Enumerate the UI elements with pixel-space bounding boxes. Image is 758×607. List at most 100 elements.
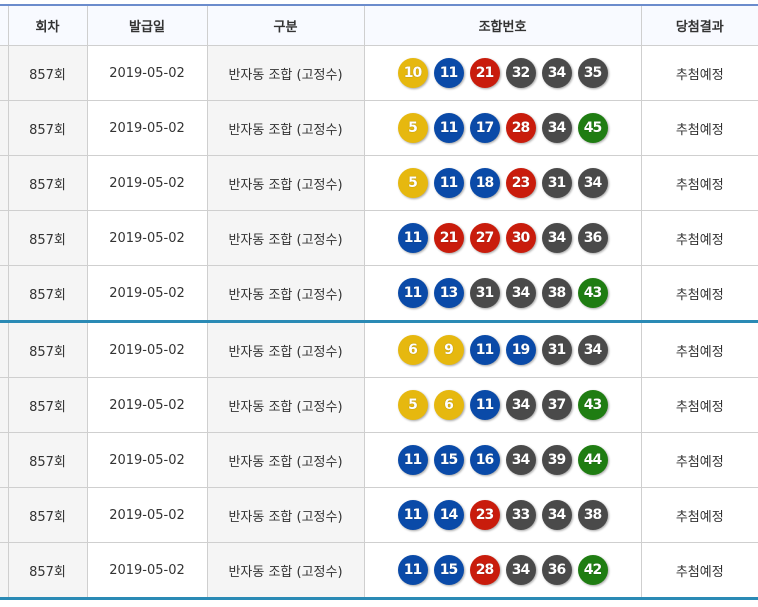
date-cell: 2019-05-02 bbox=[86, 100, 208, 156]
lotto-ball: 15 bbox=[433, 445, 464, 475]
header-numbers: 조합번호 bbox=[363, 4, 642, 46]
lotto-ball: 36 bbox=[541, 555, 572, 585]
ball-set: 6 9 11 19 31 34 bbox=[365, 335, 641, 365]
numbers-cell: 6 9 11 19 31 34 bbox=[363, 320, 642, 378]
lotto-ball: 23 bbox=[469, 500, 500, 530]
result-cell: 추첨예정 bbox=[640, 265, 758, 322]
type-cell: 반자동 조합 (고정수) bbox=[206, 210, 365, 266]
type-cell: 반자동 조합 (고정수) bbox=[206, 487, 365, 543]
table-row: 857회 2019-05-02 반자동 조합 (고정수) 5 6 11 34 37 43 … bbox=[0, 377, 758, 433]
table-row: 857회 2019-05-02 반자동 조합 (고정수) 11 15 16 34 39 4… bbox=[0, 432, 758, 488]
lotto-ball: 44 bbox=[577, 445, 608, 475]
row-stub bbox=[0, 487, 9, 543]
lotto-ball: 21 bbox=[469, 58, 500, 88]
lotto-ball: 10 bbox=[397, 58, 428, 88]
numbers-cell: 11 15 16 34 39 44 bbox=[363, 432, 642, 488]
ball-set: 5 11 18 23 31 34 bbox=[365, 168, 641, 198]
lotto-ball: 11 bbox=[397, 555, 428, 585]
numbers-cell: 11 21 27 30 34 36 bbox=[363, 210, 642, 266]
row-stub bbox=[0, 265, 9, 322]
round-cell: 857회 bbox=[7, 210, 88, 266]
lotto-ball: 34 bbox=[505, 445, 536, 475]
lotto-ball: 34 bbox=[505, 555, 536, 585]
header-date: 발급일 bbox=[86, 4, 208, 46]
lotto-ball: 45 bbox=[577, 113, 608, 143]
type-cell: 반자동 조합 (고정수) bbox=[206, 265, 365, 322]
ball-set: 11 15 16 34 39 44 bbox=[365, 445, 641, 475]
lotto-ball: 34 bbox=[577, 168, 608, 198]
lotto-ball: 11 bbox=[397, 223, 428, 253]
result-cell: 추첨예정 bbox=[640, 542, 758, 600]
table-row: 857회 2019-05-02 반자동 조합 (고정수) 11 21 27 30 34 3… bbox=[0, 210, 758, 266]
type-cell: 반자동 조합 (고정수) bbox=[206, 100, 365, 156]
row-stub bbox=[0, 377, 9, 433]
numbers-cell: 11 13 31 34 38 43 bbox=[363, 265, 642, 322]
lotto-ball: 36 bbox=[577, 223, 608, 253]
row-stub bbox=[0, 432, 9, 488]
lotto-ball: 15 bbox=[433, 555, 464, 585]
lotto-ball: 39 bbox=[541, 445, 572, 475]
row-stub bbox=[0, 100, 9, 156]
lotto-ball: 34 bbox=[577, 335, 608, 365]
lotto-ball: 19 bbox=[505, 335, 536, 365]
lotto-ball: 11 bbox=[433, 113, 464, 143]
round-cell: 857회 bbox=[7, 320, 88, 378]
result-cell: 추첨예정 bbox=[640, 320, 758, 378]
lotto-ball: 14 bbox=[433, 500, 464, 530]
row-stub bbox=[0, 45, 9, 101]
ball-set: 5 6 11 34 37 43 bbox=[365, 390, 641, 420]
row-stub bbox=[0, 210, 9, 266]
header-result: 당첨결과 bbox=[640, 4, 758, 46]
lotto-ball: 43 bbox=[577, 390, 608, 420]
date-cell: 2019-05-02 bbox=[86, 487, 208, 543]
row-stub bbox=[0, 155, 9, 211]
lotto-ball: 43 bbox=[577, 278, 608, 308]
lotto-ball: 16 bbox=[469, 445, 500, 475]
lotto-ball: 5 bbox=[397, 390, 428, 420]
ball-set: 11 14 23 33 34 38 bbox=[365, 500, 641, 530]
type-cell: 반자동 조합 (고정수) bbox=[206, 542, 365, 600]
lotto-ball: 31 bbox=[541, 168, 572, 198]
lotto-ball: 21 bbox=[433, 223, 464, 253]
date-cell: 2019-05-02 bbox=[86, 432, 208, 488]
lotto-ball: 37 bbox=[541, 390, 572, 420]
numbers-cell: 5 11 18 23 31 34 bbox=[363, 155, 642, 211]
lotto-ball: 23 bbox=[505, 168, 536, 198]
header-type: 구분 bbox=[206, 4, 365, 46]
lotto-ball: 34 bbox=[541, 58, 572, 88]
lotto-ball: 5 bbox=[397, 113, 428, 143]
lotto-ball: 11 bbox=[469, 390, 500, 420]
type-cell: 반자동 조합 (고정수) bbox=[206, 320, 365, 378]
round-cell: 857회 bbox=[7, 265, 88, 322]
lotto-ball: 42 bbox=[577, 555, 608, 585]
lotto-ball: 30 bbox=[505, 223, 536, 253]
lotto-ball: 11 bbox=[397, 500, 428, 530]
lotto-ball: 27 bbox=[469, 223, 500, 253]
lotto-ball: 11 bbox=[397, 278, 428, 308]
lotto-ball: 28 bbox=[505, 113, 536, 143]
lotto-ball: 13 bbox=[433, 278, 464, 308]
table-row: 857회 2019-05-02 반자동 조합 (고정수) 11 14 23 33 34 3… bbox=[0, 487, 758, 543]
round-cell: 857회 bbox=[7, 432, 88, 488]
round-cell: 857회 bbox=[7, 100, 88, 156]
result-cell: 추첨예정 bbox=[640, 100, 758, 156]
lotto-ball: 18 bbox=[469, 168, 500, 198]
ball-set: 10 11 21 32 34 35 bbox=[365, 58, 641, 88]
lotto-ball: 38 bbox=[541, 278, 572, 308]
lotto-ball: 9 bbox=[433, 335, 464, 365]
lotto-ball: 5 bbox=[397, 168, 428, 198]
table-row: 857회 2019-05-02 반자동 조합 (고정수) 10 11 21 32 34 3… bbox=[0, 45, 758, 101]
date-cell: 2019-05-02 bbox=[86, 542, 208, 600]
table-row: 857회 2019-05-02 반자동 조합 (고정수) 11 13 31 34 38 4… bbox=[0, 265, 758, 322]
type-cell: 반자동 조합 (고정수) bbox=[206, 377, 365, 433]
ball-set: 11 21 27 30 34 36 bbox=[365, 223, 641, 253]
purchase-history-table: 회차 발급일 구분 조합번호 당첨결과 857회 2019-05-02 반자동 … bbox=[0, 4, 758, 600]
numbers-cell: 10 11 21 32 34 35 bbox=[363, 45, 642, 101]
round-cell: 857회 bbox=[7, 487, 88, 543]
table-row: 857회 2019-05-02 반자동 조합 (고정수) 11 15 28 34 36 4… bbox=[0, 542, 758, 600]
header-stub bbox=[0, 4, 9, 46]
date-cell: 2019-05-02 bbox=[86, 377, 208, 433]
result-cell: 추첨예정 bbox=[640, 155, 758, 211]
header-round: 회차 bbox=[7, 4, 88, 46]
numbers-cell: 5 6 11 34 37 43 bbox=[363, 377, 642, 433]
